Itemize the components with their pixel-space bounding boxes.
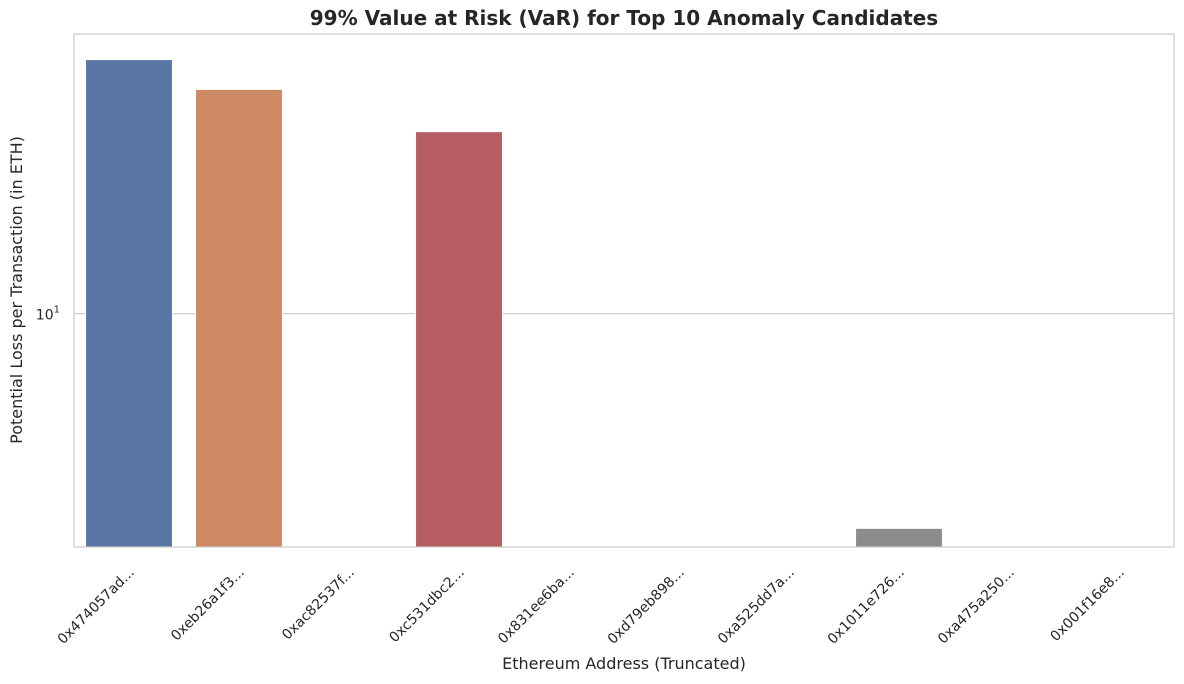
chart-title: 99% Value at Risk (VaR) for Top 10 Anoma… xyxy=(310,6,938,30)
bar-7 xyxy=(855,527,943,548)
y-tick-label: 101 xyxy=(36,305,60,324)
bar-3 xyxy=(415,131,503,548)
y-axis-label: Potential Loss per Transaction (in ETH) xyxy=(7,136,26,444)
bar-1 xyxy=(195,88,283,548)
plot-frame xyxy=(73,33,1175,548)
bar-0 xyxy=(85,59,173,548)
x-axis-label: Ethereum Address (Truncated) xyxy=(502,654,746,673)
y-tick-labels: 101 xyxy=(36,305,60,324)
